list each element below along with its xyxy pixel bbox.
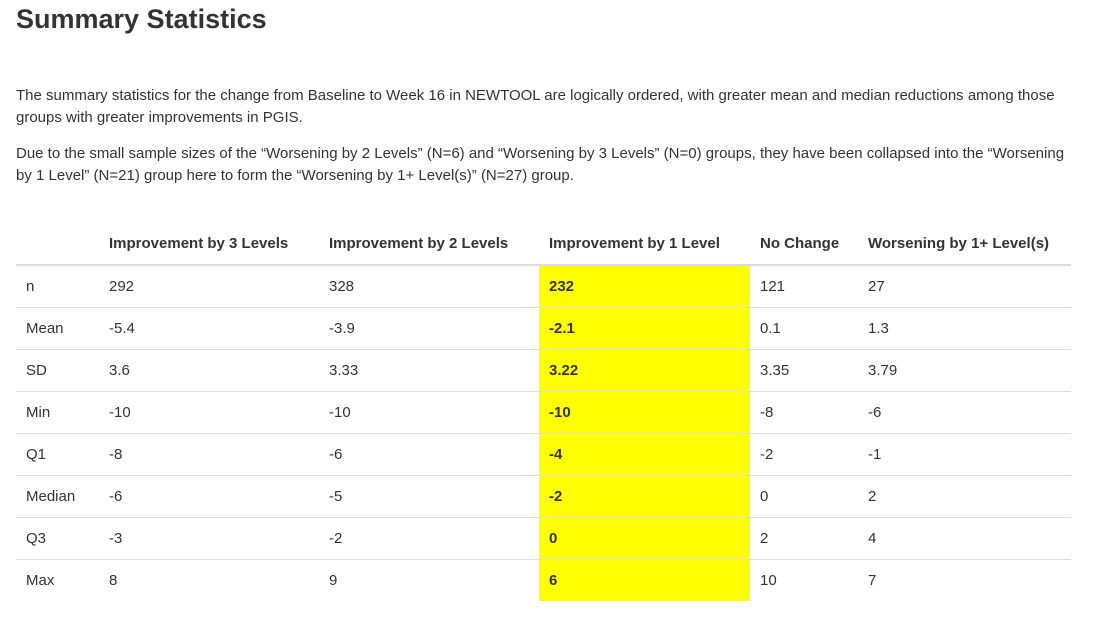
table-header-row: Improvement by 3 Levels Improvement by 2… — [16, 222, 1071, 266]
header-improvement-1: Improvement by 1 Level — [539, 222, 750, 266]
table-cell: 2 — [750, 517, 858, 560]
stat-label: Max — [16, 559, 99, 601]
table-row: n 292 328 232 121 27 — [16, 265, 1071, 308]
stat-label: Mean — [16, 307, 99, 350]
table-cell: -1 — [858, 433, 1071, 476]
stat-label: Median — [16, 475, 99, 518]
table-cell: -6 — [858, 391, 1071, 434]
table-row: Q3 -3 -2 0 2 4 — [16, 517, 1071, 560]
table-cell: 10 — [750, 559, 858, 601]
table-cell: 3.33 — [319, 349, 539, 392]
table-cell: 8 — [99, 559, 319, 601]
table-cell: 3.79 — [858, 349, 1071, 392]
table-cell: 292 — [109, 278, 135, 295]
summary-statistics-table: Improvement by 3 Levels Improvement by 2… — [16, 222, 1071, 601]
table-cell: 0.1 — [750, 307, 858, 350]
stat-label: Q1 — [16, 433, 99, 476]
stat-label: Q3 — [16, 517, 99, 560]
table-cell: -6 — [319, 433, 539, 476]
table-cell: -10 — [319, 391, 539, 434]
table-row: SD 3.6 3.33 3.22 3.35 3.79 — [16, 349, 1071, 392]
table-cell: 3.35 — [750, 349, 858, 392]
table-row: Median -6 -5 -2 0 2 — [16, 475, 1071, 518]
table-row: Mean -5.4 -3.9 -2.1 0.1 1.3 — [16, 307, 1071, 350]
table-cell: -3 — [99, 517, 319, 560]
table-cell: 4 — [858, 517, 1071, 560]
highlighted-cell: -4 — [539, 433, 750, 476]
highlighted-cell: 6 — [539, 559, 750, 601]
table-cell: -2 — [750, 433, 858, 476]
table-cell: -3.9 — [319, 307, 539, 350]
stat-label: n — [26, 278, 35, 295]
page-title: Summary Statistics — [16, 4, 267, 34]
header-improvement-3: Improvement by 3 Levels — [99, 222, 319, 266]
highlighted-cell: -2.1 — [539, 307, 750, 350]
table-cell: 27 — [868, 278, 885, 295]
table-cell: 328 — [329, 278, 355, 295]
table-row: Min -10 -10 -10 -8 -6 — [16, 391, 1071, 434]
header-worsening: Worsening by 1+ Level(s) — [858, 222, 1071, 266]
highlighted-cell: 232 — [539, 265, 750, 308]
table-cell: -10 — [99, 391, 319, 434]
table-cell: 2 — [858, 475, 1071, 518]
table-cell: 3.6 — [99, 349, 319, 392]
table-cell: 1.3 — [858, 307, 1071, 350]
highlighted-cell: -10 — [539, 391, 750, 434]
stat-label: Min — [16, 391, 99, 434]
table-cell: 0 — [750, 475, 858, 518]
header-stat — [16, 222, 99, 266]
table-row: Max 8 9 6 10 7 — [16, 559, 1071, 601]
collapse-note-paragraph: Due to the small sample sizes of the “Wo… — [16, 145, 1065, 184]
header-improvement-2: Improvement by 2 Levels — [319, 222, 539, 266]
table-cell: -8 — [99, 433, 319, 476]
table-cell: -5 — [319, 475, 539, 518]
highlighted-cell: 0 — [539, 517, 750, 560]
table-cell: 7 — [858, 559, 1071, 601]
table-cell: -2 — [319, 517, 539, 560]
table-row: Q1 -8 -6 -4 -2 -1 — [16, 433, 1071, 476]
table-cell: 9 — [319, 559, 539, 601]
table-cell: -6 — [99, 475, 319, 518]
table-cell: 121 — [760, 278, 786, 295]
table-cell: -8 — [750, 391, 858, 434]
highlighted-cell: 3.22 — [539, 349, 750, 392]
table-cell: -5.4 — [99, 307, 319, 350]
header-no-change: No Change — [750, 222, 858, 266]
stat-label: SD — [16, 349, 99, 392]
intro-paragraph: The summary statistics for the change fr… — [16, 87, 1055, 126]
highlighted-cell: -2 — [539, 475, 750, 518]
